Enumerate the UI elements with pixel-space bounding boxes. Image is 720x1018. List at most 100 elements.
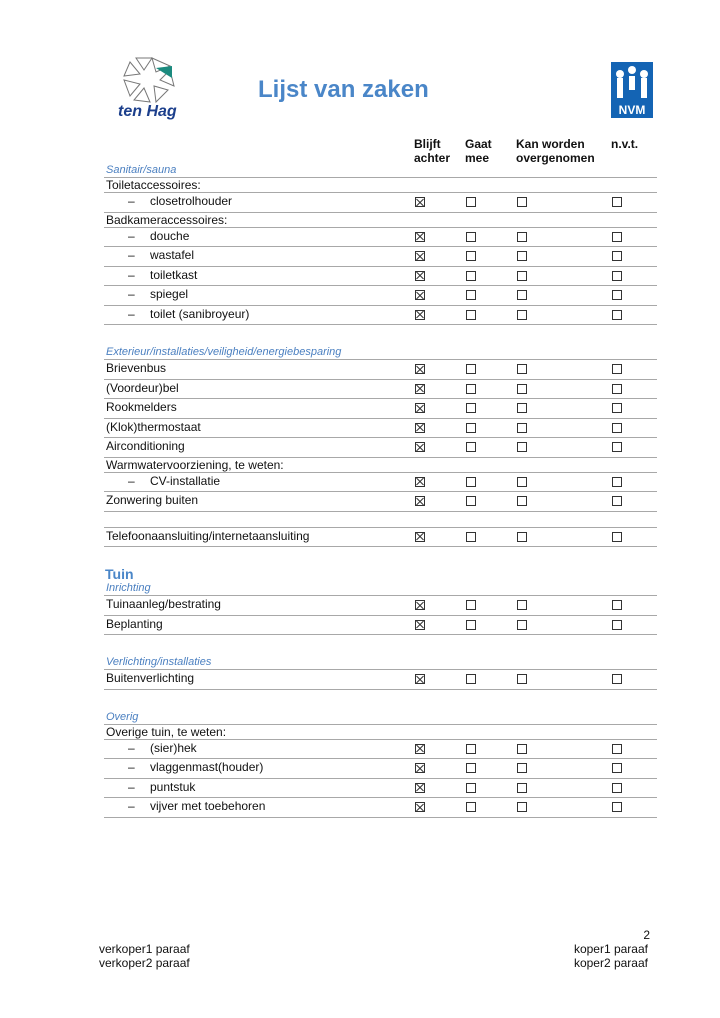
checkbox-overgenomen[interactable] <box>517 743 527 754</box>
checkbox-blijft-achter[interactable] <box>415 476 425 487</box>
checkbox-gaat-mee[interactable] <box>466 496 476 506</box>
checkbox-blijft-achter[interactable] <box>415 802 425 812</box>
checkbox-blijft-achter[interactable] <box>415 383 425 394</box>
checkbox-overgenomen[interactable] <box>517 251 527 261</box>
checkbox-blijft-achter[interactable] <box>415 251 425 261</box>
checkbox-gaat-mee[interactable] <box>466 197 476 207</box>
ten-hag-logo-text: ten Hag <box>118 103 177 120</box>
checkbox-blijft-achter[interactable] <box>415 782 425 793</box>
footer-left: verkoper1 paraaf verkoper2 paraaf <box>99 942 190 970</box>
checkbox-blijft-achter[interactable] <box>415 364 425 374</box>
koper2-paraaf: koper2 paraaf <box>573 956 648 970</box>
checkbox-nvt[interactable] <box>612 251 622 261</box>
dash-bullet: – <box>128 740 135 755</box>
checkbox-gaat-mee[interactable] <box>466 802 476 812</box>
checkbox-nvt[interactable] <box>612 782 622 793</box>
checkbox-gaat-mee[interactable] <box>466 290 476 300</box>
checkbox-nvt[interactable] <box>612 403 622 413</box>
checkbox-gaat-mee[interactable] <box>466 231 476 242</box>
checkbox-overgenomen[interactable] <box>517 383 527 394</box>
checkbox-blijft-achter[interactable] <box>415 531 425 542</box>
checkbox-nvt[interactable] <box>612 496 622 506</box>
checkbox-gaat-mee[interactable] <box>466 782 476 793</box>
checkbox-nvt[interactable] <box>612 422 622 433</box>
row-label: Overig <box>106 710 139 723</box>
checkbox-gaat-mee[interactable] <box>466 619 476 630</box>
checkbox-nvt[interactable] <box>612 290 622 300</box>
checkbox-gaat-mee[interactable] <box>466 763 476 773</box>
checkbox-nvt[interactable] <box>612 476 622 487</box>
checkbox-blijft-achter[interactable] <box>415 270 425 281</box>
checkbox-gaat-mee[interactable] <box>466 270 476 281</box>
checkbox-blijft-achter[interactable] <box>415 600 425 610</box>
checkbox-blijft-achter[interactable] <box>415 231 425 242</box>
checkbox-gaat-mee[interactable] <box>466 364 476 374</box>
checkbox-nvt[interactable] <box>612 383 622 394</box>
row-label: wastafel <box>150 248 195 262</box>
checkbox-overgenomen[interactable] <box>517 531 527 542</box>
checkbox-nvt[interactable] <box>612 619 622 630</box>
checkbox-overgenomen[interactable] <box>517 496 527 506</box>
row-label: Tuinaanleg/bestrating <box>106 597 221 611</box>
checkbox-overgenomen[interactable] <box>517 309 527 320</box>
checkbox-overgenomen[interactable] <box>517 197 527 207</box>
checkbox-nvt[interactable] <box>612 231 622 242</box>
checkbox-nvt[interactable] <box>612 802 622 812</box>
row-label: Brievenbus <box>106 361 167 375</box>
checkbox-nvt[interactable] <box>612 364 622 374</box>
checkbox-nvt[interactable] <box>612 600 622 610</box>
checkbox-gaat-mee[interactable] <box>466 476 476 487</box>
checkbox-nvt[interactable] <box>612 270 622 281</box>
checkbox-overgenomen[interactable] <box>517 782 527 793</box>
column-header-nvt: n.v.t. <box>611 137 639 151</box>
checkbox-nvt[interactable] <box>612 763 622 773</box>
checkbox-overgenomen[interactable] <box>517 619 527 630</box>
checkbox-blijft-achter[interactable] <box>415 197 425 207</box>
checkbox-gaat-mee[interactable] <box>466 531 476 542</box>
checkbox-nvt[interactable] <box>612 442 622 452</box>
section-header: Inrichting <box>104 581 657 596</box>
checkbox-blijft-achter[interactable] <box>415 422 425 433</box>
checkbox-overgenomen[interactable] <box>517 422 527 433</box>
table-row: – CV-installatie <box>104 473 657 492</box>
checkbox-overgenomen[interactable] <box>517 364 527 374</box>
dash-bullet: – <box>128 473 135 488</box>
checkbox-nvt[interactable] <box>612 309 622 320</box>
checkbox-gaat-mee[interactable] <box>466 600 476 610</box>
checkbox-gaat-mee[interactable] <box>466 422 476 433</box>
column-header-gaat-mee: Gaat mee <box>465 137 492 165</box>
checkbox-overgenomen[interactable] <box>517 802 527 812</box>
checkbox-gaat-mee[interactable] <box>466 309 476 320</box>
checkbox-blijft-achter[interactable] <box>415 496 425 506</box>
checkbox-gaat-mee[interactable] <box>466 442 476 452</box>
checkbox-blijft-achter[interactable] <box>415 290 425 300</box>
column-header-blijft-achter: Blijft achter <box>414 137 451 165</box>
checkbox-overgenomen[interactable] <box>517 270 527 281</box>
checkbox-overgenomen[interactable] <box>517 290 527 300</box>
checkbox-overgenomen[interactable] <box>517 403 527 413</box>
checkbox-gaat-mee[interactable] <box>466 403 476 413</box>
checkbox-gaat-mee[interactable] <box>466 743 476 754</box>
checkbox-gaat-mee[interactable] <box>466 383 476 394</box>
checkbox-nvt[interactable] <box>612 531 622 542</box>
checkbox-gaat-mee[interactable] <box>466 251 476 261</box>
checkbox-blijft-achter[interactable] <box>415 674 425 684</box>
checkbox-blijft-achter[interactable] <box>415 763 425 773</box>
checkbox-overgenomen[interactable] <box>517 674 527 684</box>
checkbox-blijft-achter[interactable] <box>415 309 425 320</box>
row-label: Beplanting <box>106 616 163 631</box>
checkbox-nvt[interactable] <box>612 197 622 207</box>
checkbox-gaat-mee[interactable] <box>466 674 476 684</box>
checkbox-overgenomen[interactable] <box>517 442 527 452</box>
checkbox-overgenomen[interactable] <box>517 763 527 773</box>
checkbox-overgenomen[interactable] <box>517 476 527 487</box>
checkbox-overgenomen[interactable] <box>517 231 527 242</box>
checkbox-blijft-achter[interactable] <box>415 403 425 413</box>
checkbox-nvt[interactable] <box>612 674 622 684</box>
checkbox-overgenomen[interactable] <box>517 600 527 610</box>
checkbox-blijft-achter[interactable] <box>415 442 425 452</box>
checkbox-blijft-achter[interactable] <box>415 619 425 630</box>
checkbox-nvt[interactable] <box>612 743 622 754</box>
row-label: toilet (sanibroyeur) <box>150 306 250 321</box>
checkbox-blijft-achter[interactable] <box>415 743 425 754</box>
